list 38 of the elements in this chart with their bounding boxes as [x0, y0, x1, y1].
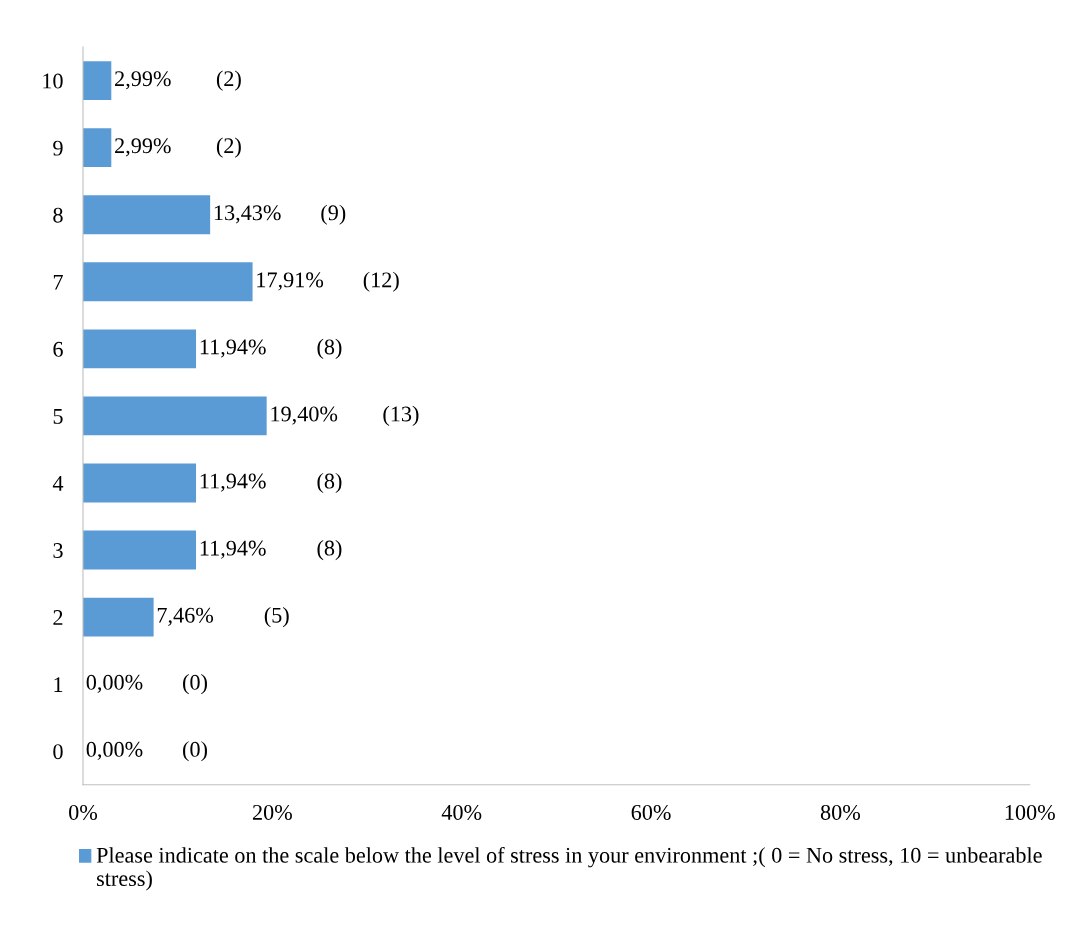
bar — [82, 128, 112, 168]
bar — [82, 329, 197, 369]
bar — [82, 61, 112, 101]
data-label: 19,40% (13) — [271, 405, 419, 426]
y-tick-label: 6 — [53, 341, 63, 357]
legend-label: Please indicate on the scale below the level of stress in your environment ;( 0 = No stress, 10 = unbearable stress) — [96, 846, 1042, 891]
bar — [82, 396, 267, 436]
x-tick-label: 40% — [441, 804, 482, 820]
y-tick-label: 10 — [43, 73, 63, 89]
x-tick-label: 100% — [1005, 804, 1055, 820]
y-tick-label: 9 — [53, 140, 63, 156]
data-label: 2,99% (2) — [115, 70, 241, 91]
y-tick-label: 3 — [53, 543, 63, 558]
y-tick-label: 2 — [53, 610, 63, 625]
bar — [82, 262, 253, 302]
data-label: 0,00% (0) — [86, 741, 207, 762]
data-label: 11,94% (8) — [200, 539, 342, 561]
data-label: 11,94% (8) — [200, 338, 342, 359]
data-label: 17,91% (12) — [257, 271, 399, 292]
y-tick-label: 1 — [54, 677, 63, 692]
data-label: 2,99% (2) — [115, 137, 241, 158]
y-tick-label: 4 — [52, 476, 64, 491]
data-label: 13,43% (9) — [214, 204, 346, 225]
y-tick-label: 0 — [53, 744, 63, 760]
bar — [82, 530, 197, 570]
y-tick-label: 5 — [53, 409, 63, 424]
x-tick-label: 60% — [631, 804, 671, 820]
x-tick-label: 0% — [69, 804, 98, 820]
bar — [82, 597, 154, 637]
y-tick-label: 7 — [53, 274, 63, 290]
y-tick-label: 8 — [53, 207, 63, 223]
data-label: 11,94% (8) — [200, 472, 342, 494]
bar — [82, 463, 197, 503]
x-tick-label: 20% — [252, 804, 292, 820]
data-label: 7,46% (5) — [157, 607, 289, 628]
data-label: 0,00% (0) — [86, 674, 207, 695]
bar — [82, 195, 211, 235]
x-tick-label: 80% — [820, 804, 861, 820]
